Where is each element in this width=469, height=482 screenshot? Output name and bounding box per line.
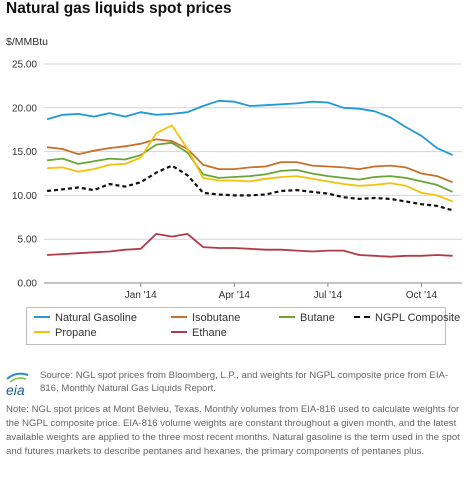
series-line-ngpl-composite [46,164,453,212]
source-note: Source: NGL spot prices from Bloomberg, … [40,370,449,394]
legend-swatch [34,331,50,334]
eia-logo-text: eia [6,382,25,398]
y-tick-label: 15.00 [12,147,37,158]
legend-swatch [279,316,295,319]
legend-label: NGPL Composite [375,312,461,324]
y-tick-label: 0.00 [18,279,38,290]
legend-item: Isobutane [171,312,240,324]
series-line-ethane [47,233,453,258]
y-tick-label: 20.00 [12,103,37,114]
x-axis-ticks: Jan '14 Apr '14 Jul '14 Oct '14 [125,283,438,301]
series-line-isobutane [46,138,453,184]
footnote: Note: NGL spot prices at Mont Belvieu, T… [6,404,460,457]
legend-label: Isobutane [192,312,241,324]
grid-lines [44,63,462,284]
x-tick-label: Oct '14 [406,290,438,301]
y-tick-label: 5.00 [18,235,38,246]
legend-item: Butane [279,312,335,324]
legend-swatch [171,316,187,319]
series-line-natural-gasoline [46,99,453,156]
y-axis-ticks: 0.00 5.00 10.00 15.00 20.00 25.00 [12,60,37,290]
legend-item: Propane [34,327,97,339]
legend-swatch [354,316,370,319]
y-axis-unit-label: $/MMBtu [6,36,49,48]
line-chart: 0.00 5.00 10.00 15.00 20.00 25.00 Jan '14 Apr … [12,60,462,301]
chart-legend: Natural Gasoline Isobutane Butane NGPL Comp… [26,307,460,345]
legend-swatch [34,316,50,319]
legend-swatch [171,331,187,334]
legend-item: NGPL Composite [354,312,460,324]
chart-title: Natural gas liquids spot prices [6,0,232,17]
legend-item: Natural Gasoline [34,312,137,324]
legend-label: Ethane [192,327,227,339]
y-tick-label: 10.00 [12,191,37,202]
x-tick-label: Jan '14 [125,290,157,301]
x-tick-label: Jul '14 [314,290,343,301]
series-line-butane [46,141,453,193]
legend-item: Ethane [171,327,227,339]
series-line-propane [47,124,453,203]
legend-label: Butane [300,312,335,324]
eia-logo: eia [6,372,29,398]
legend-label: Natural Gasoline [55,312,137,324]
series-lines [46,99,453,258]
legend-label: Propane [55,327,97,339]
y-tick-label: 25.00 [12,60,37,71]
x-tick-label: Apr '14 [219,290,251,301]
